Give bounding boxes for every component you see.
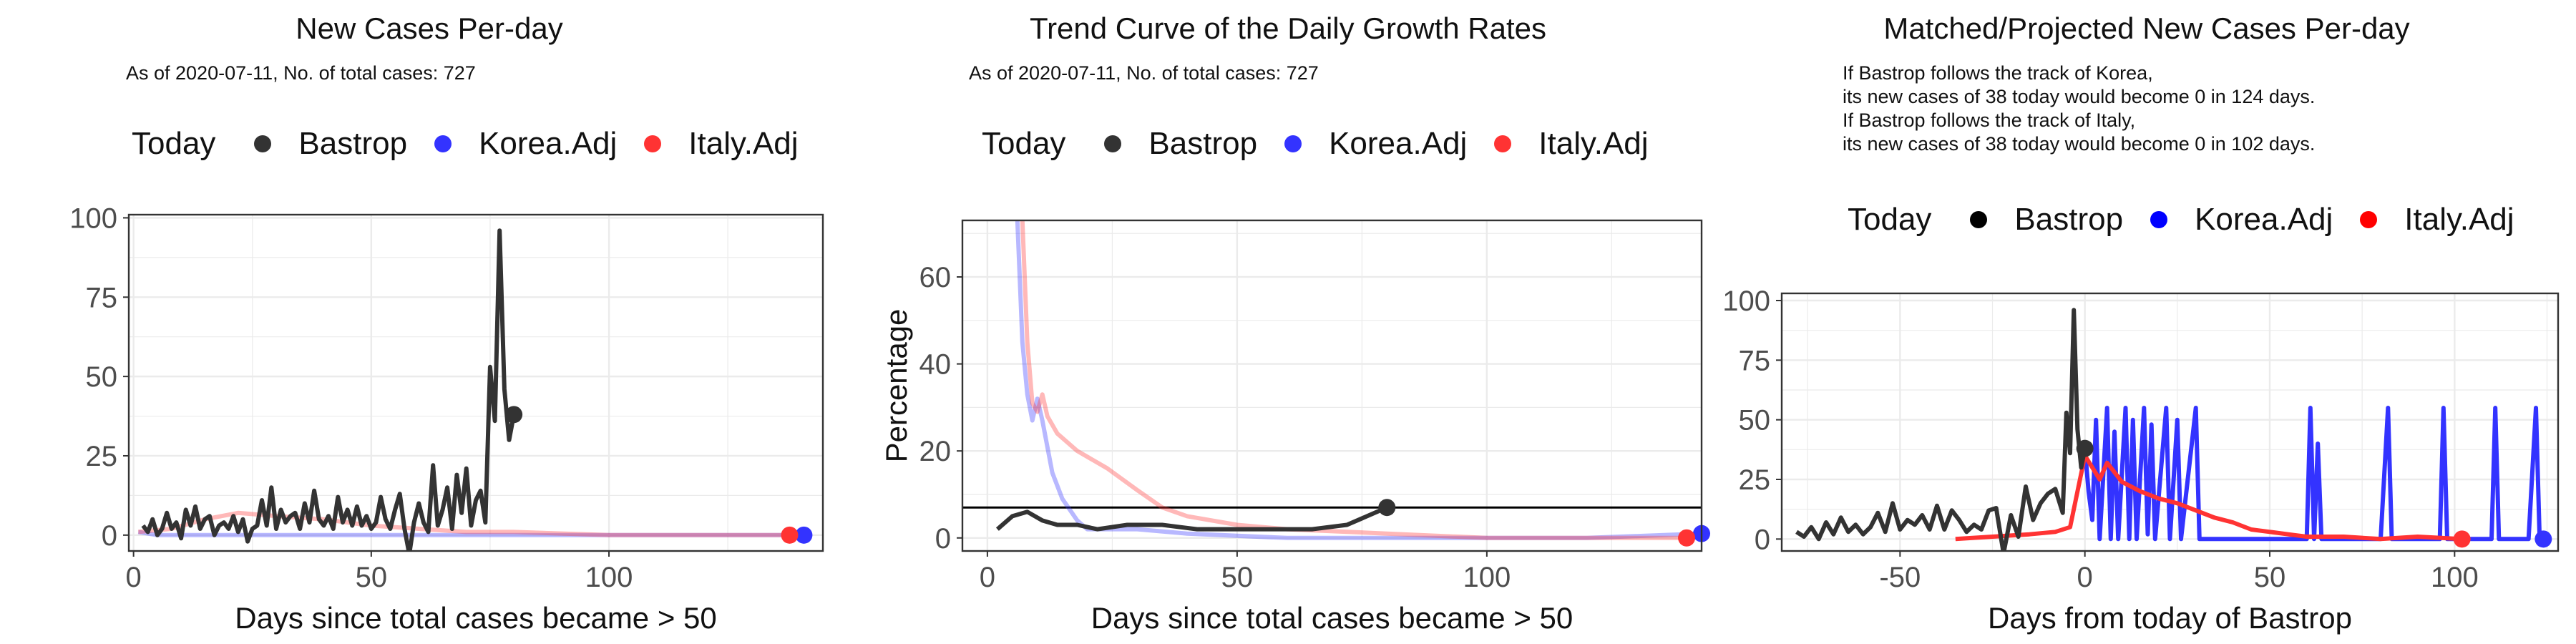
x-axis-label: Days from today of Bastrop [1988, 601, 2352, 635]
legend-key-italy [1494, 135, 1512, 152]
series-line-korea-adj [137, 530, 804, 537]
today-point-italy-adj [1678, 529, 1696, 547]
y-tick-label: 60 [919, 262, 952, 293]
plot-growth-rates: 0 50 100 0 20 40 60 Days since total cases beca… [879, 219, 1710, 635]
legend-key-bastrop [1104, 135, 1122, 152]
x-tick-label: 0 [980, 562, 995, 593]
chart-subtitle: If Bastrop follows the track of Korea, i… [1843, 62, 2316, 155]
legend-label-bastrop: Bastrop [1148, 126, 1258, 161]
legend: Today Bastrop Korea.Adj Italy.Adj [132, 126, 816, 162]
y-tick-label: 50 [1739, 405, 1771, 436]
legend-label-italy: Italy.Adj [2404, 202, 2514, 237]
series-line-bastrop [995, 505, 1388, 532]
y-tick-label: 25 [1739, 464, 1771, 496]
x-tick-label: 50 [1221, 562, 1254, 593]
x-tick-label: 100 [585, 562, 633, 593]
y-axis-label: Percentage [879, 309, 913, 463]
today-point-italy-adj [781, 526, 799, 544]
today-point-bastrop [505, 406, 523, 424]
chart-title: Matched/Projected New Cases Per-day [1883, 11, 2410, 45]
plot-projected: -50 0 50 100 0 25 50 75 100 Days from today of Ba… [1722, 286, 2560, 635]
panel-new-cases: New Cases Per-day As of 2020-07-11, No. … [0, 0, 859, 644]
today-point-korea-adj [795, 526, 813, 544]
x-tick-label: 50 [2254, 562, 2286, 593]
legend-key-bastrop [254, 135, 272, 152]
y-tick-label: 75 [86, 282, 118, 313]
legend-label-korea: Korea.Adj [2195, 202, 2333, 237]
today-point-bastrop [1378, 499, 1396, 517]
panel-projected: Matched/Projected New Cases Per-day If B… [1717, 0, 2576, 644]
legend-key-bastrop [1970, 211, 1988, 228]
y-tick-label: 50 [86, 361, 118, 393]
legend-label-korea: Korea.Adj [1329, 126, 1468, 161]
today-point-korea-adj [2534, 530, 2552, 548]
legend-key-korea [434, 135, 452, 152]
x-tick-label: 100 [2431, 562, 2479, 593]
y-tick-label: 0 [1755, 524, 1770, 555]
x-tick-label: -50 [1879, 562, 1921, 593]
legend-label-bastrop: Bastrop [298, 126, 408, 161]
plot-border [1780, 292, 2560, 552]
legend-key-korea [1284, 135, 1302, 152]
series-line-bastrop [1795, 308, 2087, 551]
y-tick-label: 75 [1739, 345, 1771, 376]
x-tick-label: 50 [356, 562, 388, 593]
y-tick-label: 100 [1722, 286, 1770, 317]
y-tick-label: 20 [919, 436, 952, 467]
x-tick-label: 0 [126, 562, 142, 593]
legend: Today Bastrop Korea.Adj Italy.Adj [1848, 202, 2532, 238]
x-tick-label: 100 [1463, 562, 1511, 593]
plot-border [961, 219, 1703, 552]
series-line-italy-adj [1020, 220, 1687, 540]
today-point-bastrop [2076, 439, 2094, 457]
legend-label-korea: Korea.Adj [479, 126, 618, 161]
chart-title: New Cases Per-day [296, 11, 563, 45]
series-line-italy-adj [1955, 453, 2462, 542]
plot-new-cases: 0 50 100 0 25 50 75 100 Days since total cases b… [69, 203, 824, 635]
legend-key-italy [2360, 211, 2378, 228]
x-axis-label: Days since total cases became > 50 [1091, 601, 1574, 635]
x-axis-label: Days since total cases became > 50 [235, 601, 717, 635]
series-line-bastrop [141, 228, 517, 551]
chart-title: Trend Curve of the Daily Growth Rates [1029, 11, 1547, 45]
legend-label-italy: Italy.Adj [688, 126, 799, 161]
series-line-korea-adj [1015, 220, 1702, 540]
legend-title: Today [1848, 202, 1932, 237]
today-point-italy-adj [2453, 530, 2471, 548]
legend-label-italy: Italy.Adj [1538, 126, 1649, 161]
y-tick-label: 40 [919, 349, 952, 381]
series-line-korea-adj [2082, 406, 2544, 542]
y-tick-label: 25 [86, 441, 118, 472]
legend: Today Bastrop Korea.Adj Italy.Adj [982, 126, 1666, 162]
panel-growth-rates: Trend Curve of the Daily Growth Rates As… [859, 0, 1717, 644]
legend-title: Today [982, 126, 1066, 161]
legend-key-italy [644, 135, 662, 152]
legend-label-bastrop: Bastrop [2014, 202, 2124, 237]
legend-key-korea [2150, 211, 2168, 228]
y-tick-label: 100 [69, 203, 117, 234]
legend-title: Today [132, 126, 216, 161]
chart-subtitle: As of 2020-07-11, No. of total cases: 72… [969, 62, 1319, 84]
y-tick-label: 0 [102, 520, 117, 552]
plot-border [127, 213, 824, 552]
y-tick-label: 0 [935, 523, 951, 555]
chart-subtitle: As of 2020-07-11, No. of total cases: 72… [126, 62, 476, 84]
x-tick-label: 0 [2077, 562, 2093, 593]
